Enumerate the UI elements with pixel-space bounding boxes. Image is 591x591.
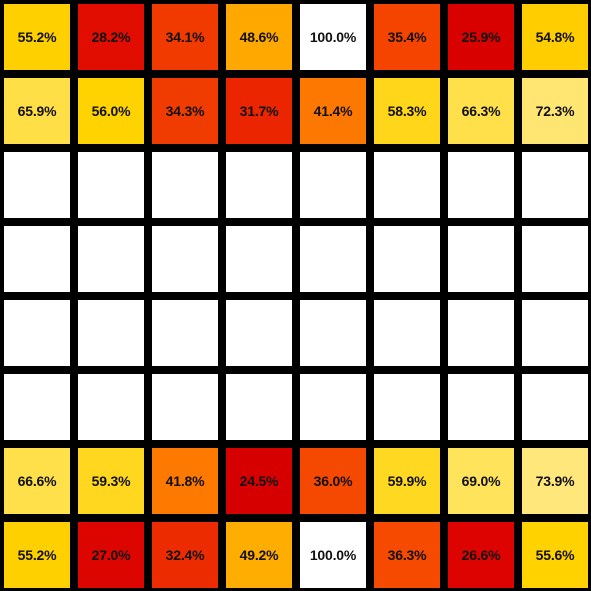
heatmap-cell bbox=[374, 300, 440, 366]
heatmap-cell bbox=[522, 152, 588, 218]
heatmap-cell: 25.9% bbox=[448, 4, 514, 70]
heatmap-cell bbox=[300, 374, 366, 440]
heatmap-cell bbox=[4, 374, 70, 440]
heatmap-cell bbox=[4, 226, 70, 292]
heatmap-cell bbox=[448, 226, 514, 292]
heatmap-cell: 66.3% bbox=[448, 78, 514, 144]
heatmap-cell bbox=[374, 374, 440, 440]
heatmap-cell: 41.4% bbox=[300, 78, 366, 144]
heatmap-cell bbox=[78, 226, 144, 292]
heatmap-cell bbox=[374, 152, 440, 218]
heatmap-cell: 36.3% bbox=[374, 522, 440, 588]
heatmap-cell: 36.0% bbox=[300, 448, 366, 514]
heatmap-cell bbox=[78, 152, 144, 218]
heatmap-cell bbox=[226, 300, 292, 366]
heatmap-cell: 56.0% bbox=[78, 78, 144, 144]
heatmap-cell: 27.0% bbox=[78, 522, 144, 588]
heatmap-cell bbox=[300, 226, 366, 292]
heatmap-cell: 34.1% bbox=[152, 4, 218, 70]
heatmap-cell bbox=[448, 374, 514, 440]
heatmap-cell: 55.2% bbox=[4, 522, 70, 588]
heatmap-cell bbox=[4, 152, 70, 218]
heatmap-cell bbox=[78, 300, 144, 366]
heatmap-cell: 28.2% bbox=[78, 4, 144, 70]
heatmap-cell bbox=[226, 374, 292, 440]
heatmap-cell: 58.3% bbox=[374, 78, 440, 144]
heatmap-cell bbox=[448, 152, 514, 218]
heatmap-cell: 31.7% bbox=[226, 78, 292, 144]
heatmap-cell: 73.9% bbox=[522, 448, 588, 514]
heatmap-cell bbox=[522, 226, 588, 292]
heatmap-cell: 55.6% bbox=[522, 522, 588, 588]
heatmap-cell bbox=[152, 226, 218, 292]
heatmap-cell bbox=[152, 300, 218, 366]
heatmap-cell bbox=[300, 300, 366, 366]
heatmap-cell: 49.2% bbox=[226, 522, 292, 588]
heatmap-cell: 66.6% bbox=[4, 448, 70, 514]
heatmap-cell bbox=[374, 226, 440, 292]
heatmap-cell: 72.3% bbox=[522, 78, 588, 144]
heatmap-cell bbox=[522, 300, 588, 366]
heatmap-cell: 59.9% bbox=[374, 448, 440, 514]
heatmap-cell: 41.8% bbox=[152, 448, 218, 514]
heatmap-cell bbox=[152, 374, 218, 440]
heatmap-cell bbox=[4, 300, 70, 366]
heatmap-cell: 26.6% bbox=[448, 522, 514, 588]
heatmap-cell: 65.9% bbox=[4, 78, 70, 144]
heatmap-cell: 35.4% bbox=[374, 4, 440, 70]
heatmap-cell bbox=[522, 374, 588, 440]
heatmap-cell: 55.2% bbox=[4, 4, 70, 70]
heatmap-cell bbox=[152, 152, 218, 218]
heatmap-cell: 48.6% bbox=[226, 4, 292, 70]
heatmap-cell bbox=[448, 300, 514, 366]
heatmap-cell: 32.4% bbox=[152, 522, 218, 588]
heatmap-cell: 34.3% bbox=[152, 78, 218, 144]
heatmap-cell: 54.8% bbox=[522, 4, 588, 70]
heatmap-cell bbox=[226, 152, 292, 218]
heatmap-cell bbox=[78, 374, 144, 440]
heatmap-cell bbox=[226, 226, 292, 292]
heatmap-cell: 59.3% bbox=[78, 448, 144, 514]
heatmap-cell: 100.0% bbox=[300, 4, 366, 70]
heatmap-cell: 100.0% bbox=[300, 522, 366, 588]
heatmap-cell: 69.0% bbox=[448, 448, 514, 514]
heatmap-cell bbox=[300, 152, 366, 218]
heatmap-cell: 24.5% bbox=[226, 448, 292, 514]
